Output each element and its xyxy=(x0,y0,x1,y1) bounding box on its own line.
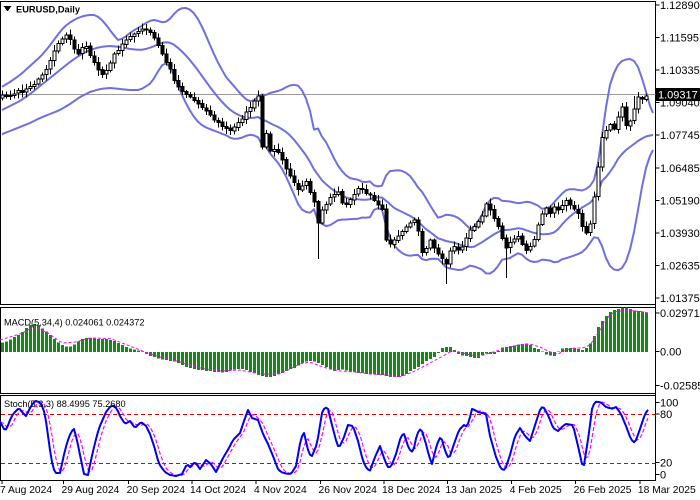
svg-text:0: 0 xyxy=(660,470,666,482)
svg-text:80: 80 xyxy=(660,409,672,421)
svg-text:1.01375: 1.01375 xyxy=(660,293,700,305)
svg-text:14 Oct 2024: 14 Oct 2024 xyxy=(190,485,246,496)
svg-text:-0.025853: -0.025853 xyxy=(660,381,700,393)
svg-text:1.12890: 1.12890 xyxy=(660,0,700,12)
svg-text:1.09317: 1.09317 xyxy=(658,90,698,102)
svg-text:0.00: 0.00 xyxy=(660,347,681,359)
svg-text:13 Jan 2025: 13 Jan 2025 xyxy=(445,485,502,496)
svg-text:0.029715: 0.029715 xyxy=(660,308,700,320)
svg-text:Stoch(5,3,3) 88.4995 75.2680: Stoch(5,3,3) 88.4995 75.2680 xyxy=(4,399,126,409)
svg-text:18 Mar 2025: 18 Mar 2025 xyxy=(638,485,696,496)
svg-text:29 Aug 2024: 29 Aug 2024 xyxy=(62,485,120,496)
svg-text:1.06485: 1.06485 xyxy=(660,163,700,175)
svg-text:MACD(5,34,4) 0.024061 0.024372: MACD(5,34,4) 0.024061 0.024372 xyxy=(4,318,144,328)
svg-text:26 Feb 2025: 26 Feb 2025 xyxy=(574,485,632,496)
svg-text:7 Aug 2024: 7 Aug 2024 xyxy=(0,485,52,496)
svg-text:100: 100 xyxy=(660,398,678,410)
svg-text:1.02635: 1.02635 xyxy=(660,261,700,273)
svg-text:1.07745: 1.07745 xyxy=(660,130,700,142)
svg-text:1.05190: 1.05190 xyxy=(660,195,700,207)
svg-text:18 Dec 2024: 18 Dec 2024 xyxy=(382,485,441,496)
svg-text:EURUSD,Daily: EURUSD,Daily xyxy=(16,5,81,15)
svg-text:4 Nov 2024: 4 Nov 2024 xyxy=(254,485,307,496)
svg-text:1.03930: 1.03930 xyxy=(660,228,700,240)
svg-text:1.11595: 1.11595 xyxy=(660,33,699,45)
svg-text:20 Sep 2024: 20 Sep 2024 xyxy=(127,485,186,496)
svg-text:1.10335: 1.10335 xyxy=(660,65,700,77)
svg-text:26 Nov 2024: 26 Nov 2024 xyxy=(319,485,378,496)
svg-text:20: 20 xyxy=(660,458,672,470)
svg-text:4 Feb 2025: 4 Feb 2025 xyxy=(510,485,562,496)
